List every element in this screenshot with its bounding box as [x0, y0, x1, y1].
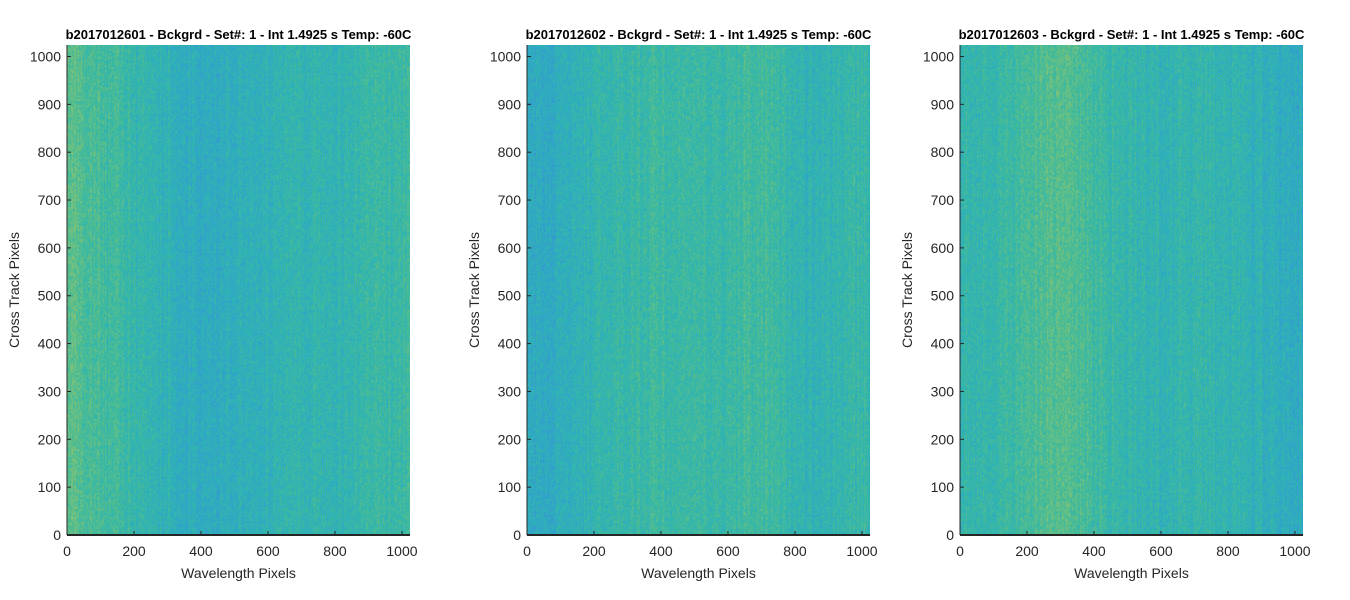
- heatmap-image: [960, 45, 1303, 535]
- y-tick-label: 600: [498, 240, 522, 256]
- y-tick-label: 300: [931, 383, 955, 399]
- x-tick-label: 1000: [1279, 543, 1310, 559]
- y-tick-label: 1000: [490, 48, 521, 64]
- y-tick-label: 300: [498, 383, 522, 399]
- y-tick-label: 500: [38, 288, 62, 304]
- y-tick-label: 400: [498, 336, 522, 352]
- y-tick-label: 200: [38, 431, 62, 447]
- y-tick-label: 900: [931, 96, 955, 112]
- heatmap-image: [67, 45, 410, 535]
- y-axis-label: Cross Track Pixels: [6, 232, 22, 348]
- y-tick-label: 900: [38, 96, 62, 112]
- y-axis-label: Cross Track Pixels: [466, 232, 482, 348]
- x-tick-label: 600: [1149, 543, 1173, 559]
- y-tick-label: 200: [931, 431, 955, 447]
- y-tick-label: 100: [38, 479, 62, 495]
- x-tick-label: 800: [1216, 543, 1240, 559]
- x-axis-label: Wavelength Pixels: [181, 565, 296, 581]
- y-tick-label: 100: [498, 479, 522, 495]
- x-tick-label: 600: [716, 543, 740, 559]
- x-tick-label: 200: [122, 543, 146, 559]
- heatmap-image: [527, 45, 870, 535]
- x-tick-label: 0: [956, 543, 964, 559]
- y-tick-label: 300: [38, 383, 62, 399]
- y-tick-label: 200: [498, 431, 522, 447]
- y-tick-label: 800: [931, 144, 955, 160]
- y-tick-label: 400: [931, 336, 955, 352]
- y-tick-label: 400: [38, 336, 62, 352]
- x-tick-label: 400: [189, 543, 213, 559]
- y-tick-label: 500: [498, 288, 522, 304]
- x-tick-label: 800: [323, 543, 347, 559]
- y-tick-label: 0: [946, 527, 954, 543]
- y-tick-label: 600: [38, 240, 62, 256]
- y-tick-label: 700: [38, 192, 62, 208]
- y-tick-label: 1000: [30, 48, 61, 64]
- x-tick-label: 200: [1015, 543, 1039, 559]
- x-tick-label: 800: [783, 543, 807, 559]
- y-tick-label: 0: [513, 527, 521, 543]
- chart-title: b2017012603 - Bckgrd - Set#: 1 - Int 1.4…: [959, 27, 1305, 42]
- y-tick-label: 1000: [923, 48, 954, 64]
- x-tick-label: 400: [1082, 543, 1106, 559]
- y-tick-label: 100: [931, 479, 955, 495]
- x-tick-label: 1000: [386, 543, 417, 559]
- y-tick-label: 500: [931, 288, 955, 304]
- y-tick-label: 800: [498, 144, 522, 160]
- x-tick-label: 0: [523, 543, 531, 559]
- x-tick-label: 400: [649, 543, 673, 559]
- y-tick-label: 0: [53, 527, 61, 543]
- y-axis-label: Cross Track Pixels: [899, 232, 915, 348]
- chart-title: b2017012601 - Bckgrd - Set#: 1 - Int 1.4…: [66, 27, 412, 42]
- panel-1: 0 200 400 600 800 1000 0 100 200 300 400 500 600 700 8…: [6, 27, 418, 581]
- x-tick-label: 0: [63, 543, 71, 559]
- y-tick-label: 700: [931, 192, 955, 208]
- x-axis-label: Wavelength Pixels: [641, 565, 756, 581]
- panel-3: 0 200 400 600 800 1000 0 100 200 300 400 500 600 700 8…: [899, 27, 1311, 581]
- chart-title: b2017012602 - Bckgrd - Set#: 1 - Int 1.4…: [526, 27, 872, 42]
- y-tick-label: 800: [38, 144, 62, 160]
- y-tick-label: 700: [498, 192, 522, 208]
- x-tick-label: 600: [256, 543, 280, 559]
- x-axis-label: Wavelength Pixels: [1074, 565, 1189, 581]
- x-tick-label: 200: [582, 543, 606, 559]
- y-tick-label: 600: [931, 240, 955, 256]
- x-tick-label: 1000: [846, 543, 877, 559]
- panel-2: 0 200 400 600 800 1000 0 100 200 300 400 500 600 700 8…: [466, 27, 878, 581]
- y-tick-label: 900: [498, 96, 522, 112]
